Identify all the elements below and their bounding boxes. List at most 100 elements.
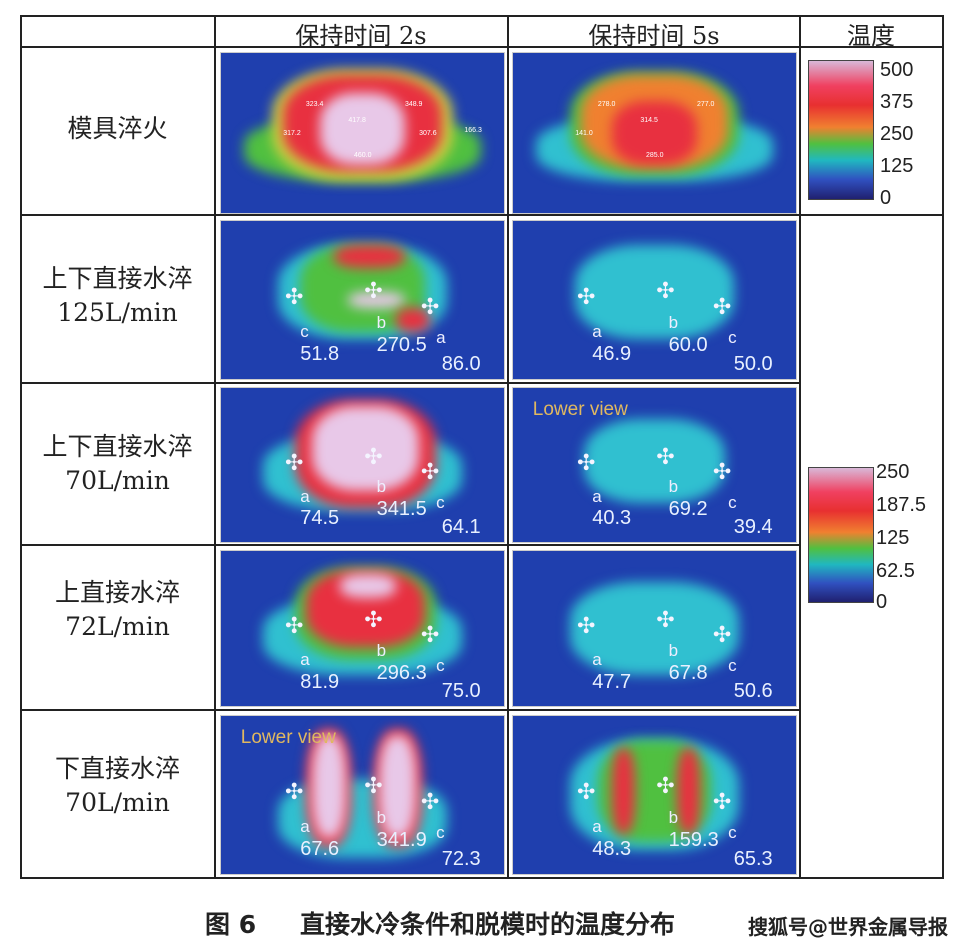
crosshair-icon: ✣ xyxy=(364,444,383,470)
heat-region xyxy=(348,292,405,308)
row-label-flow: 72L/min xyxy=(65,612,170,641)
legend1-tick: 375 xyxy=(880,91,914,113)
heat-region xyxy=(612,101,697,165)
heat-region xyxy=(334,244,405,269)
temperature-reading: 86.0 xyxy=(441,352,481,375)
legend2-tick: 250 xyxy=(876,461,910,483)
point-letter: b xyxy=(376,312,387,332)
crosshair-icon: ✣ xyxy=(577,780,596,806)
crosshair-icon: ✣ xyxy=(656,607,675,633)
point-letter: b xyxy=(376,477,387,497)
temperature-reading: 40.3 xyxy=(592,507,632,530)
thermal-image-5s: 46.9 a ✣ 60.0 b ✣ 50.0 c ✣ xyxy=(512,220,797,380)
crosshair-icon: ✣ xyxy=(577,285,596,311)
point-letter: a xyxy=(592,650,602,670)
point-letter: a xyxy=(300,486,310,506)
legend2-tick: 0 xyxy=(876,591,888,613)
thermal-image-5s: 278.0 314.5 277.0 285.0 141.0 xyxy=(512,52,797,214)
figure-caption: 直接水冷条件和脱模时的温度分布 xyxy=(300,910,676,939)
point-reading: 348.9 xyxy=(404,101,423,108)
header-temperature: 温度 xyxy=(847,22,895,50)
temperature-reading: 64.1 xyxy=(441,516,481,539)
heat-region xyxy=(583,418,726,504)
temperature-reading: 60.0 xyxy=(668,333,708,356)
row-label-text: 上直接水淬 xyxy=(54,578,180,607)
point-letter: c xyxy=(436,656,445,676)
row-label-text: 上下直接水淬 xyxy=(42,264,193,293)
crosshair-icon: ✣ xyxy=(577,614,596,640)
legend1-tick: 250 xyxy=(880,123,914,145)
legend1-tick: 0 xyxy=(880,187,892,209)
crosshair-icon: ✣ xyxy=(285,285,304,311)
temperature-reading: 48.3 xyxy=(592,838,632,861)
point-letter: c xyxy=(728,823,737,843)
crosshair-icon: ✣ xyxy=(712,789,732,815)
point-letter: c xyxy=(728,492,737,512)
point-reading: 460.0 xyxy=(354,152,372,160)
temperature-reading: 81.9 xyxy=(300,670,340,693)
crosshair-icon: ✣ xyxy=(577,450,596,476)
temperature-reading: 159.3 xyxy=(668,828,719,851)
view-label: Lower view xyxy=(240,727,336,749)
thermal-image-2s: 81.9 a ✣ 296.3 b ✣ 75.0 c ✣ xyxy=(220,550,505,707)
heat-region xyxy=(320,93,405,165)
point-letter: b xyxy=(668,312,679,332)
temperature-reading: 75.0 xyxy=(441,680,481,703)
point-letter: c xyxy=(436,492,445,512)
temperature-reading: 46.9 xyxy=(592,343,632,366)
heat-region xyxy=(396,307,431,332)
point-reading: 417.8 xyxy=(348,117,366,124)
row-label-5: 下直接水淬 70L/min xyxy=(20,752,215,820)
point-reading: 314.5 xyxy=(640,117,658,124)
heat-region xyxy=(575,244,734,340)
heat-region xyxy=(379,734,417,838)
temperature-reading: 47.7 xyxy=(592,670,632,693)
legend1-tick: 500 xyxy=(880,59,914,81)
temperature-reading: 67.8 xyxy=(668,661,708,684)
point-letter: c xyxy=(728,328,737,348)
thermal-image-2s: 51.8 c ✣ 270.5 b ✣ 86.0 a ✣ xyxy=(220,220,505,380)
row-label-flow: 70L/min xyxy=(65,466,170,495)
thermal-image-2s: 74.5 a ✣ 341.5 b ✣ 64.1 c ✣ xyxy=(220,387,505,543)
figure-number: 图 6 xyxy=(205,910,257,939)
heat-region xyxy=(612,747,635,835)
crosshair-icon: ✣ xyxy=(656,279,675,305)
crosshair-icon: ✣ xyxy=(420,789,440,815)
temperature-reading: 67.6 xyxy=(300,838,340,861)
point-letter: a xyxy=(300,650,310,670)
point-letter: b xyxy=(668,477,679,497)
temperature-reading: 72.3 xyxy=(441,847,481,870)
legend2-tick: 125 xyxy=(876,527,910,549)
row-label-text: 下直接水淬 xyxy=(54,754,180,783)
row-label-3: 上下直接水淬 70L/min xyxy=(20,430,215,498)
heat-region xyxy=(677,747,700,835)
thermal-image-5s: 47.7 a ✣ 67.8 b ✣ 50.6 c ✣ xyxy=(512,550,797,707)
temperature-reading: 39.4 xyxy=(733,516,773,539)
temperature-reading: 50.0 xyxy=(733,352,773,375)
point-letter: b xyxy=(376,640,387,660)
point-reading: 141.0 xyxy=(575,129,593,137)
crosshair-icon: ✣ xyxy=(364,774,383,800)
point-reading: 278.0 xyxy=(597,101,616,108)
crosshair-icon: ✣ xyxy=(712,294,732,320)
crosshair-icon: ✣ xyxy=(420,294,440,320)
watermark: 搜狐号@世界金属导报 xyxy=(748,915,948,939)
row-label-2: 上下直接水淬 125L/min xyxy=(20,262,215,330)
temperature-reading: 65.3 xyxy=(733,847,773,870)
point-letter: a xyxy=(300,817,310,837)
point-reading: 166.3 xyxy=(464,126,482,134)
crosshair-icon: ✣ xyxy=(285,450,304,476)
crosshair-icon: ✣ xyxy=(712,459,732,485)
view-label: Lower view xyxy=(532,398,628,420)
crosshair-icon: ✣ xyxy=(656,774,675,800)
thermal-image-2s: 323.4 417.8 348.9 460.0 317.2 307.6 166.3 xyxy=(220,52,505,214)
header-5s: 保持时间 5s xyxy=(588,22,720,50)
row-label-4: 上直接水淬 72L/min xyxy=(20,576,215,644)
crosshair-icon: ✣ xyxy=(420,459,440,485)
point-letter: a xyxy=(592,817,602,837)
thermal-image-5s: 40.3 a ✣ 69.2 b ✣ 39.4 c ✣ Lower view xyxy=(512,387,797,543)
temperature-reading: 69.2 xyxy=(668,497,708,520)
crosshair-icon: ✣ xyxy=(285,780,304,806)
point-letter: b xyxy=(376,807,387,827)
legend1-tick: 125 xyxy=(880,155,914,177)
